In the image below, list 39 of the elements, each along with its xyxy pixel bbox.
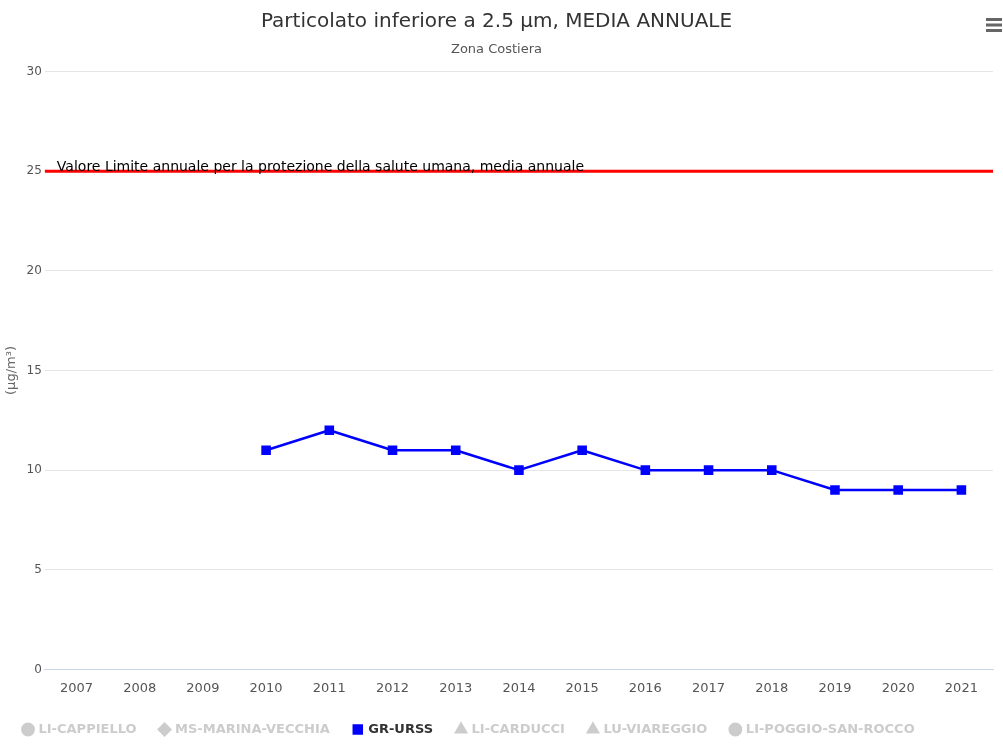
point (450, 445, 461, 455)
chart-subtitle: Zona Costiera (450, 41, 543, 57)
y-axis-title: (µg/m³) (3, 346, 19, 395)
point (830, 485, 840, 495)
point (640, 465, 651, 475)
y-tick-label: 10 (26, 462, 42, 477)
point (766, 465, 777, 475)
ref-line-label: Valore Limite annuale per la protezione della salute umana, media annuale (56, 157, 585, 174)
point (261, 445, 271, 455)
x-tick-label: 2017 (692, 679, 726, 695)
y-tick-label: 25 (26, 163, 42, 178)
point (893, 485, 903, 495)
y-tick-label: 30 (26, 63, 42, 78)
x-tick-label: 2018 (755, 679, 789, 695)
x-tick-label: 2008 (123, 679, 157, 695)
x-tick-label: 2019 (818, 679, 852, 695)
point (387, 445, 398, 455)
x-tick-label: 2014 (502, 679, 536, 695)
point (577, 445, 587, 455)
point (324, 425, 335, 436)
chart-title: Particolato inferiore a 2.5 µm, MEDIA ANNUALE (260, 8, 733, 33)
x-tick-label: 2021 (944, 679, 978, 695)
x-tick-label: 2007 (59, 679, 94, 695)
x-tick-label: 2020 (881, 679, 915, 695)
x-tick-label: 2013 (439, 679, 473, 695)
x-tick-label: 2012 (375, 679, 410, 695)
x-tick-label: 2011 (312, 679, 346, 695)
y-tick-label: 5 (34, 561, 42, 576)
x-tick-label: 2010 (249, 679, 283, 695)
y-tick-label: 15 (26, 362, 42, 377)
point (956, 485, 967, 495)
legend-label: GR-URSS (368, 720, 434, 736)
x-tick-label: 2016 (628, 679, 662, 695)
x-tick-label: 2015 (565, 679, 599, 695)
y-tick-label: 20 (26, 262, 42, 277)
y-tick-label: 0 (34, 661, 42, 676)
point (703, 465, 714, 475)
point (514, 465, 524, 475)
x-tick-label: 2009 (186, 679, 220, 695)
